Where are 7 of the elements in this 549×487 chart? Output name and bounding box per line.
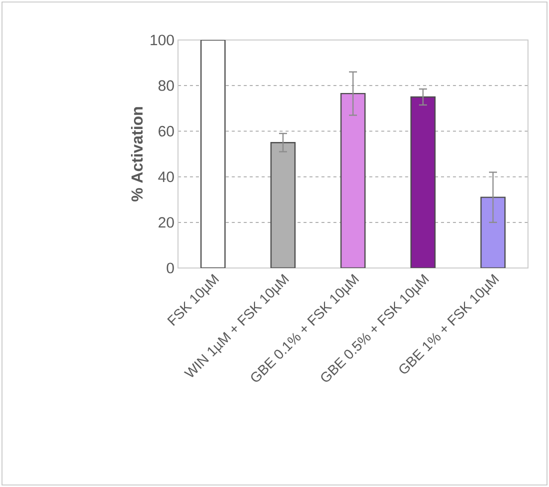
y-tick-label: 0 <box>166 262 174 274</box>
y-tick-label: 100 <box>150 34 174 46</box>
y-axis-title: % Activation <box>131 107 143 202</box>
y-tick-label: 80 <box>158 80 174 91</box>
y-tick-label: 20 <box>158 217 174 228</box>
y-tick-label: 60 <box>158 126 174 136</box>
y-tick-label: 40 <box>158 172 174 182</box>
